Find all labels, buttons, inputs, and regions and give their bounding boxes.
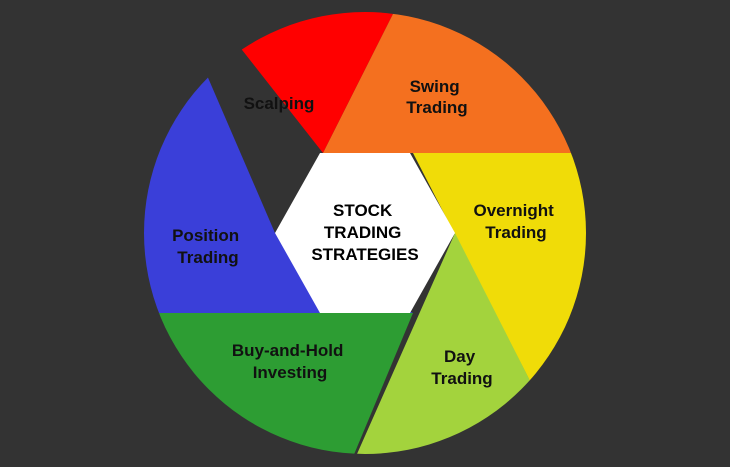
segment-position-trading: [144, 12, 413, 313]
segment-overnight-trading: [413, 153, 586, 420]
label-buy-and-hold: Buy-and-Hold Investing: [232, 341, 348, 382]
label-scalping: Scalping: [244, 94, 315, 113]
label-position-trading: Position Trading: [172, 226, 244, 267]
label-day-trading: Day Trading: [431, 347, 492, 388]
label-overnight-trading: Overnight Trading: [473, 201, 558, 242]
center-hexagon: [275, 153, 455, 313]
segment-day-trading: [310, 233, 586, 454]
segment-buy-and-hold: [144, 313, 413, 454]
segment-labels: Scalping Swing Trading Overnight Trading…: [172, 77, 558, 388]
segment-scalping: [144, 12, 400, 153]
center-title: STOCK TRADING STRATEGIES: [311, 201, 418, 264]
label-swing-trading: Swing Trading: [406, 77, 467, 117]
